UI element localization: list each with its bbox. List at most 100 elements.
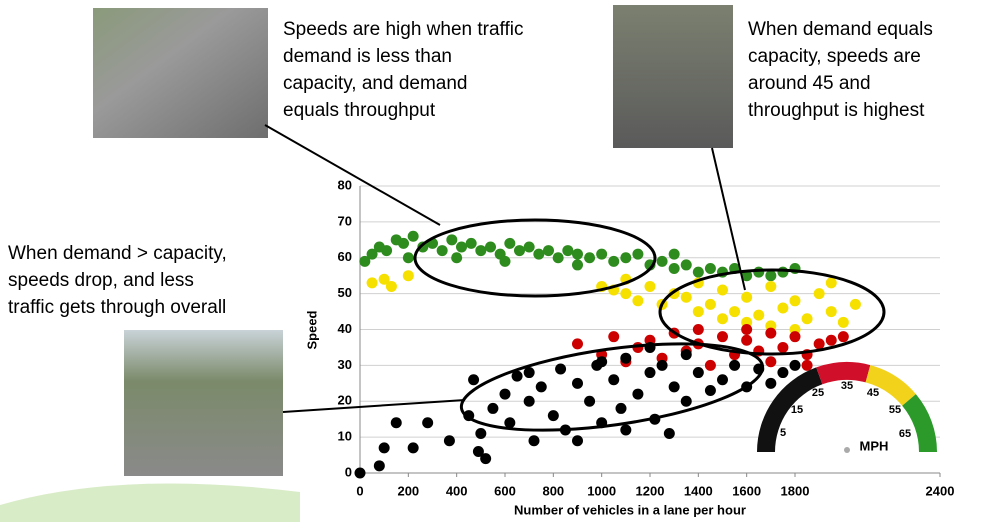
scatter-point	[669, 263, 680, 274]
decor-shape	[0, 484, 300, 522]
scatter-point	[616, 403, 627, 414]
x-tick-label: 800	[542, 483, 564, 498]
scatter-point	[367, 277, 378, 288]
scatter-point	[777, 342, 788, 353]
gauge-label: 5	[780, 427, 786, 439]
slide: 0102030405060708002004006008001000120014…	[0, 0, 986, 522]
scatter-point	[548, 410, 559, 421]
scatter-point	[584, 252, 595, 263]
scatter-point	[717, 285, 728, 296]
scatter-point	[500, 389, 511, 400]
scatter-point	[777, 267, 788, 278]
scatter-point	[487, 403, 498, 414]
photo-congestion	[124, 330, 283, 476]
y-tick-label: 60	[338, 249, 352, 264]
scatter-point	[814, 338, 825, 349]
annotation-line: demand is less than	[283, 46, 452, 67]
gauge-label: 65	[899, 428, 911, 440]
scatter-point	[451, 252, 462, 263]
scatter-point	[572, 378, 583, 389]
scatter-point	[379, 442, 390, 453]
y-tick-label: 20	[338, 393, 352, 408]
scatter-point	[536, 381, 547, 392]
scatter-point	[790, 331, 801, 342]
scatter-point	[717, 313, 728, 324]
scatter-point	[765, 378, 776, 389]
scatter-point	[814, 288, 825, 299]
scatter-point	[741, 324, 752, 335]
x-tick-label: 0	[356, 483, 363, 498]
scatter-point	[826, 306, 837, 317]
gauge-label: 15	[791, 404, 803, 416]
scatter-point	[669, 381, 680, 392]
scatter-point	[632, 249, 643, 260]
scatter-point	[475, 245, 486, 256]
annotation-line: When demand > capacity,	[8, 243, 227, 264]
scatter-point	[596, 249, 607, 260]
scatter-point	[504, 417, 515, 428]
callout-line	[283, 400, 465, 412]
scatter-point	[765, 281, 776, 292]
scatter-point	[524, 367, 535, 378]
x-tick-label: 600	[494, 483, 516, 498]
scatter-point	[475, 428, 486, 439]
y-tick-label: 40	[338, 321, 352, 336]
scatter-point	[632, 295, 643, 306]
scatter-point	[543, 245, 554, 256]
scatter-point	[529, 435, 540, 446]
scatter-point	[681, 292, 692, 303]
scatter-point	[504, 238, 515, 249]
highlight-ellipse	[456, 328, 768, 446]
scatter-point	[664, 428, 675, 439]
scatter-point	[562, 245, 573, 256]
scatter-point	[753, 267, 764, 278]
scatter-point	[403, 270, 414, 281]
y-tick-label: 0	[345, 464, 352, 479]
scatter-point	[572, 338, 583, 349]
y-axis-label: Speed	[304, 310, 319, 349]
gauge-label: 35	[841, 380, 853, 392]
scatter-point	[446, 234, 457, 245]
scatter-point	[765, 356, 776, 367]
scatter-point	[572, 435, 583, 446]
annotation-line: throughput is highest	[748, 100, 925, 121]
scatter-point	[408, 231, 419, 242]
scatter-point	[572, 249, 583, 260]
scatter-point	[765, 328, 776, 339]
x-tick-label: 1800	[781, 483, 810, 498]
scatter-point	[456, 241, 467, 252]
gauge-unit: MPH	[860, 438, 889, 453]
annotation: Speeds are high when traffic demand is l…	[283, 19, 523, 121]
scatter-point	[466, 238, 477, 249]
annotation-line: speeds drop, and less	[8, 270, 194, 291]
scatter-point	[693, 367, 704, 378]
y-tick-label: 50	[338, 285, 352, 300]
scatter-point	[802, 360, 813, 371]
scatter-point	[790, 295, 801, 306]
photo-freeway	[93, 8, 268, 138]
scatter-point	[381, 245, 392, 256]
annotation-line: capacity, speeds are	[748, 46, 921, 67]
scatter-point	[681, 396, 692, 407]
scatter-point	[596, 356, 607, 367]
scatter-point	[705, 385, 716, 396]
scatter-point	[777, 367, 788, 378]
gauge-label: 55	[889, 404, 901, 416]
scatter-point	[705, 360, 716, 371]
annotation-line: When demand equals	[748, 19, 933, 40]
scatter-point	[729, 306, 740, 317]
scatter-point	[386, 281, 397, 292]
scatter-point	[620, 252, 631, 263]
scatter-point	[620, 288, 631, 299]
scatter-point	[741, 292, 752, 303]
scatter-point	[553, 252, 564, 263]
scatter-point	[765, 270, 776, 281]
scatter-point	[480, 453, 491, 464]
scatter-point	[681, 349, 692, 360]
annotation: When demand equals capacity, speeds are …	[748, 19, 933, 121]
y-tick-label: 80	[338, 177, 352, 192]
x-tick-label: 2400	[926, 483, 955, 498]
scatter-point	[608, 256, 619, 267]
scatter-point	[500, 256, 511, 267]
scatter-point	[838, 317, 849, 328]
